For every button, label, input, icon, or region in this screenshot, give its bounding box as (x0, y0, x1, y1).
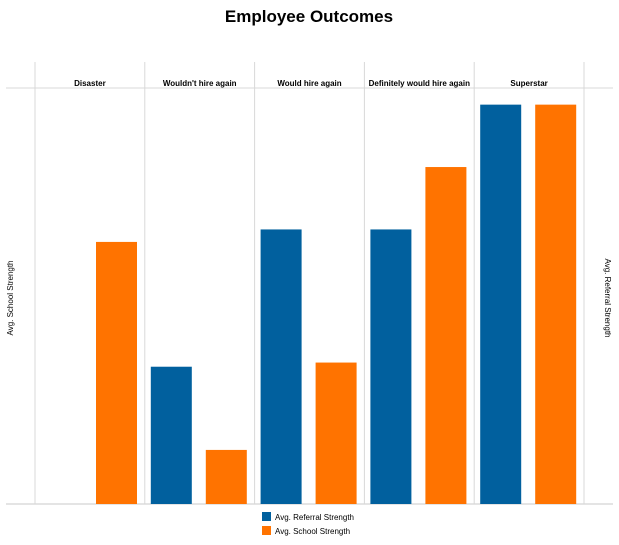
category-label: Superstar (510, 79, 547, 88)
legend-swatch (262, 512, 271, 521)
category-label: Wouldn't hire again (163, 79, 237, 88)
category-labels: Disaster Wouldn't hire again Would hire ag… (74, 79, 548, 88)
bar (205, 449, 247, 504)
bar (535, 104, 577, 504)
legend: Avg. Referral Strength Avg. School Streng… (262, 512, 354, 536)
legend-swatch (262, 526, 271, 535)
category-label: Definitely would hire again (369, 79, 470, 88)
bar (315, 362, 357, 504)
bar (150, 366, 192, 504)
bar (260, 229, 302, 504)
bar (480, 104, 522, 504)
bars (96, 104, 577, 505)
bar (96, 241, 137, 505)
y-axis-left-label: Avg. School Strength (6, 260, 15, 335)
bar (425, 167, 467, 505)
category-label: Disaster (74, 79, 106, 88)
y-axis-right-label: Avg. Referral Strength (603, 258, 612, 337)
bar (370, 229, 412, 504)
legend-label: Avg. School Strength (275, 527, 350, 536)
legend-label: Avg. Referral Strength (275, 513, 354, 522)
chart-title: Employee Outcomes (225, 7, 393, 26)
category-label: Would hire again (277, 79, 341, 88)
